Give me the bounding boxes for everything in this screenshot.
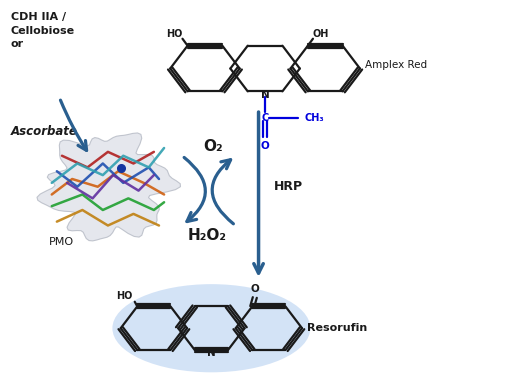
Text: Amplex Red: Amplex Red — [365, 60, 427, 70]
Text: O₂: O₂ — [203, 138, 222, 154]
Polygon shape — [37, 133, 180, 241]
Text: CDH IIA /
Cellobiose
or: CDH IIA / Cellobiose or — [11, 12, 75, 49]
Text: C: C — [262, 113, 269, 123]
Text: HO: HO — [116, 291, 132, 301]
Text: O: O — [261, 141, 269, 151]
Text: PMO: PMO — [49, 237, 74, 247]
Text: N: N — [261, 90, 269, 100]
Text: HRP: HRP — [274, 180, 303, 193]
Text: CH₃: CH₃ — [305, 113, 325, 123]
Text: H₂O₂: H₂O₂ — [188, 228, 227, 243]
Text: N: N — [207, 349, 216, 358]
Text: Resorufin: Resorufin — [307, 323, 368, 333]
Text: Ascorbate: Ascorbate — [11, 125, 78, 138]
Text: OH: OH — [313, 29, 329, 39]
Text: O: O — [250, 284, 259, 294]
Text: HO: HO — [166, 29, 182, 39]
Ellipse shape — [113, 284, 310, 372]
